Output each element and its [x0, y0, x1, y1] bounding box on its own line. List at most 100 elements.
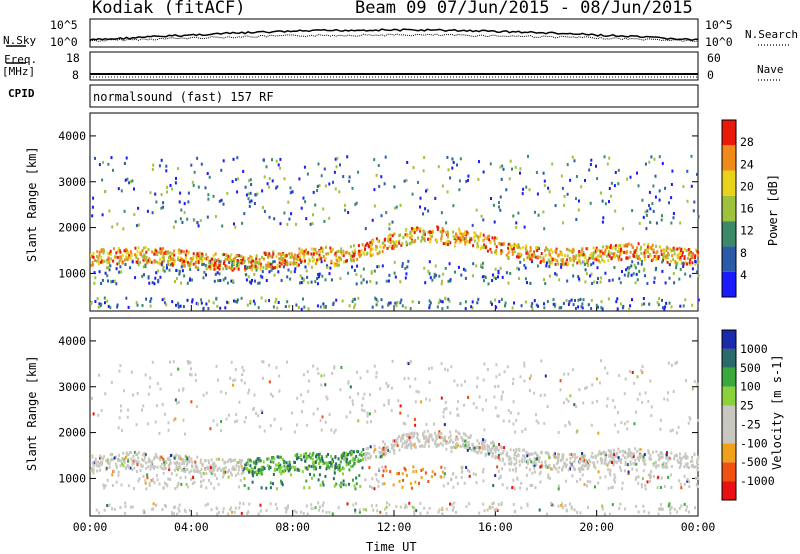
cell	[262, 158, 265, 162]
cell	[272, 482, 274, 486]
cell	[576, 510, 579, 514]
cell	[123, 459, 126, 463]
cell	[253, 273, 256, 276]
cell	[277, 301, 280, 304]
cell	[671, 254, 674, 258]
cell	[664, 281, 667, 285]
cell	[375, 244, 378, 248]
cell	[617, 168, 620, 172]
cell	[462, 438, 465, 442]
cell	[411, 240, 414, 244]
cell	[624, 460, 627, 464]
cell	[276, 263, 279, 267]
cell	[653, 254, 656, 258]
cell	[184, 470, 187, 473]
cell	[558, 466, 561, 470]
cell	[494, 250, 496, 254]
cell	[550, 248, 553, 252]
cell	[578, 254, 581, 258]
cell	[187, 361, 190, 365]
cell	[108, 503, 111, 507]
cell	[372, 450, 375, 454]
cell	[616, 250, 619, 254]
cell	[241, 365, 244, 369]
cell	[576, 479, 579, 483]
cell	[162, 205, 165, 209]
cell	[161, 467, 164, 470]
cell	[568, 256, 571, 260]
cell	[609, 244, 612, 248]
cell	[615, 460, 618, 464]
cell	[464, 433, 467, 437]
cell	[574, 468, 577, 471]
cell	[464, 300, 467, 304]
cell	[207, 197, 210, 201]
cell	[604, 248, 607, 252]
cell	[663, 485, 666, 488]
cpid-text: normalsound (fast) 157 RF	[93, 90, 274, 104]
cell	[643, 302, 646, 306]
cell	[262, 468, 264, 472]
cell	[247, 197, 250, 201]
cell	[242, 258, 244, 262]
cell	[638, 458, 640, 462]
cell	[375, 281, 378, 285]
cell	[476, 242, 479, 246]
cell	[144, 265, 147, 268]
cell	[513, 250, 516, 254]
cell	[652, 250, 655, 254]
cell	[494, 445, 497, 449]
cell	[601, 451, 604, 455]
cell	[548, 261, 551, 265]
cell	[112, 247, 115, 251]
cell	[642, 458, 645, 462]
cell	[218, 272, 221, 276]
cell	[392, 444, 395, 448]
cell	[515, 244, 518, 248]
cell	[241, 221, 244, 225]
cell	[428, 434, 431, 438]
cell	[492, 484, 495, 488]
cell	[164, 301, 166, 305]
cell	[300, 206, 303, 210]
cell	[144, 246, 147, 249]
cell	[101, 249, 103, 253]
cell	[214, 261, 217, 265]
cell	[386, 385, 389, 389]
cell	[423, 156, 426, 159]
cell	[93, 281, 96, 285]
cell	[510, 460, 513, 464]
cell	[226, 191, 229, 195]
cell	[472, 472, 475, 476]
cell	[682, 262, 685, 266]
cell	[667, 504, 670, 508]
cell	[322, 501, 325, 505]
cell	[565, 463, 568, 467]
cell	[318, 272, 321, 276]
cell	[640, 262, 643, 266]
cell	[368, 456, 371, 460]
cell	[123, 461, 126, 464]
cell	[624, 377, 627, 381]
cell	[456, 436, 459, 440]
cell	[332, 477, 335, 481]
cell	[133, 487, 135, 490]
cell	[268, 177, 271, 180]
cell	[572, 247, 575, 251]
cell	[161, 256, 164, 260]
cell	[187, 485, 190, 489]
cell	[495, 245, 498, 249]
cell	[357, 252, 360, 256]
cell	[174, 417, 177, 421]
cell	[563, 401, 565, 405]
cell	[154, 503, 157, 507]
cell	[562, 453, 565, 457]
cell	[99, 304, 102, 308]
cell	[212, 301, 215, 305]
cell	[640, 251, 643, 255]
cell	[670, 451, 673, 455]
cell	[288, 252, 291, 256]
cell	[207, 193, 210, 197]
cell	[342, 479, 345, 483]
cell	[314, 203, 317, 207]
